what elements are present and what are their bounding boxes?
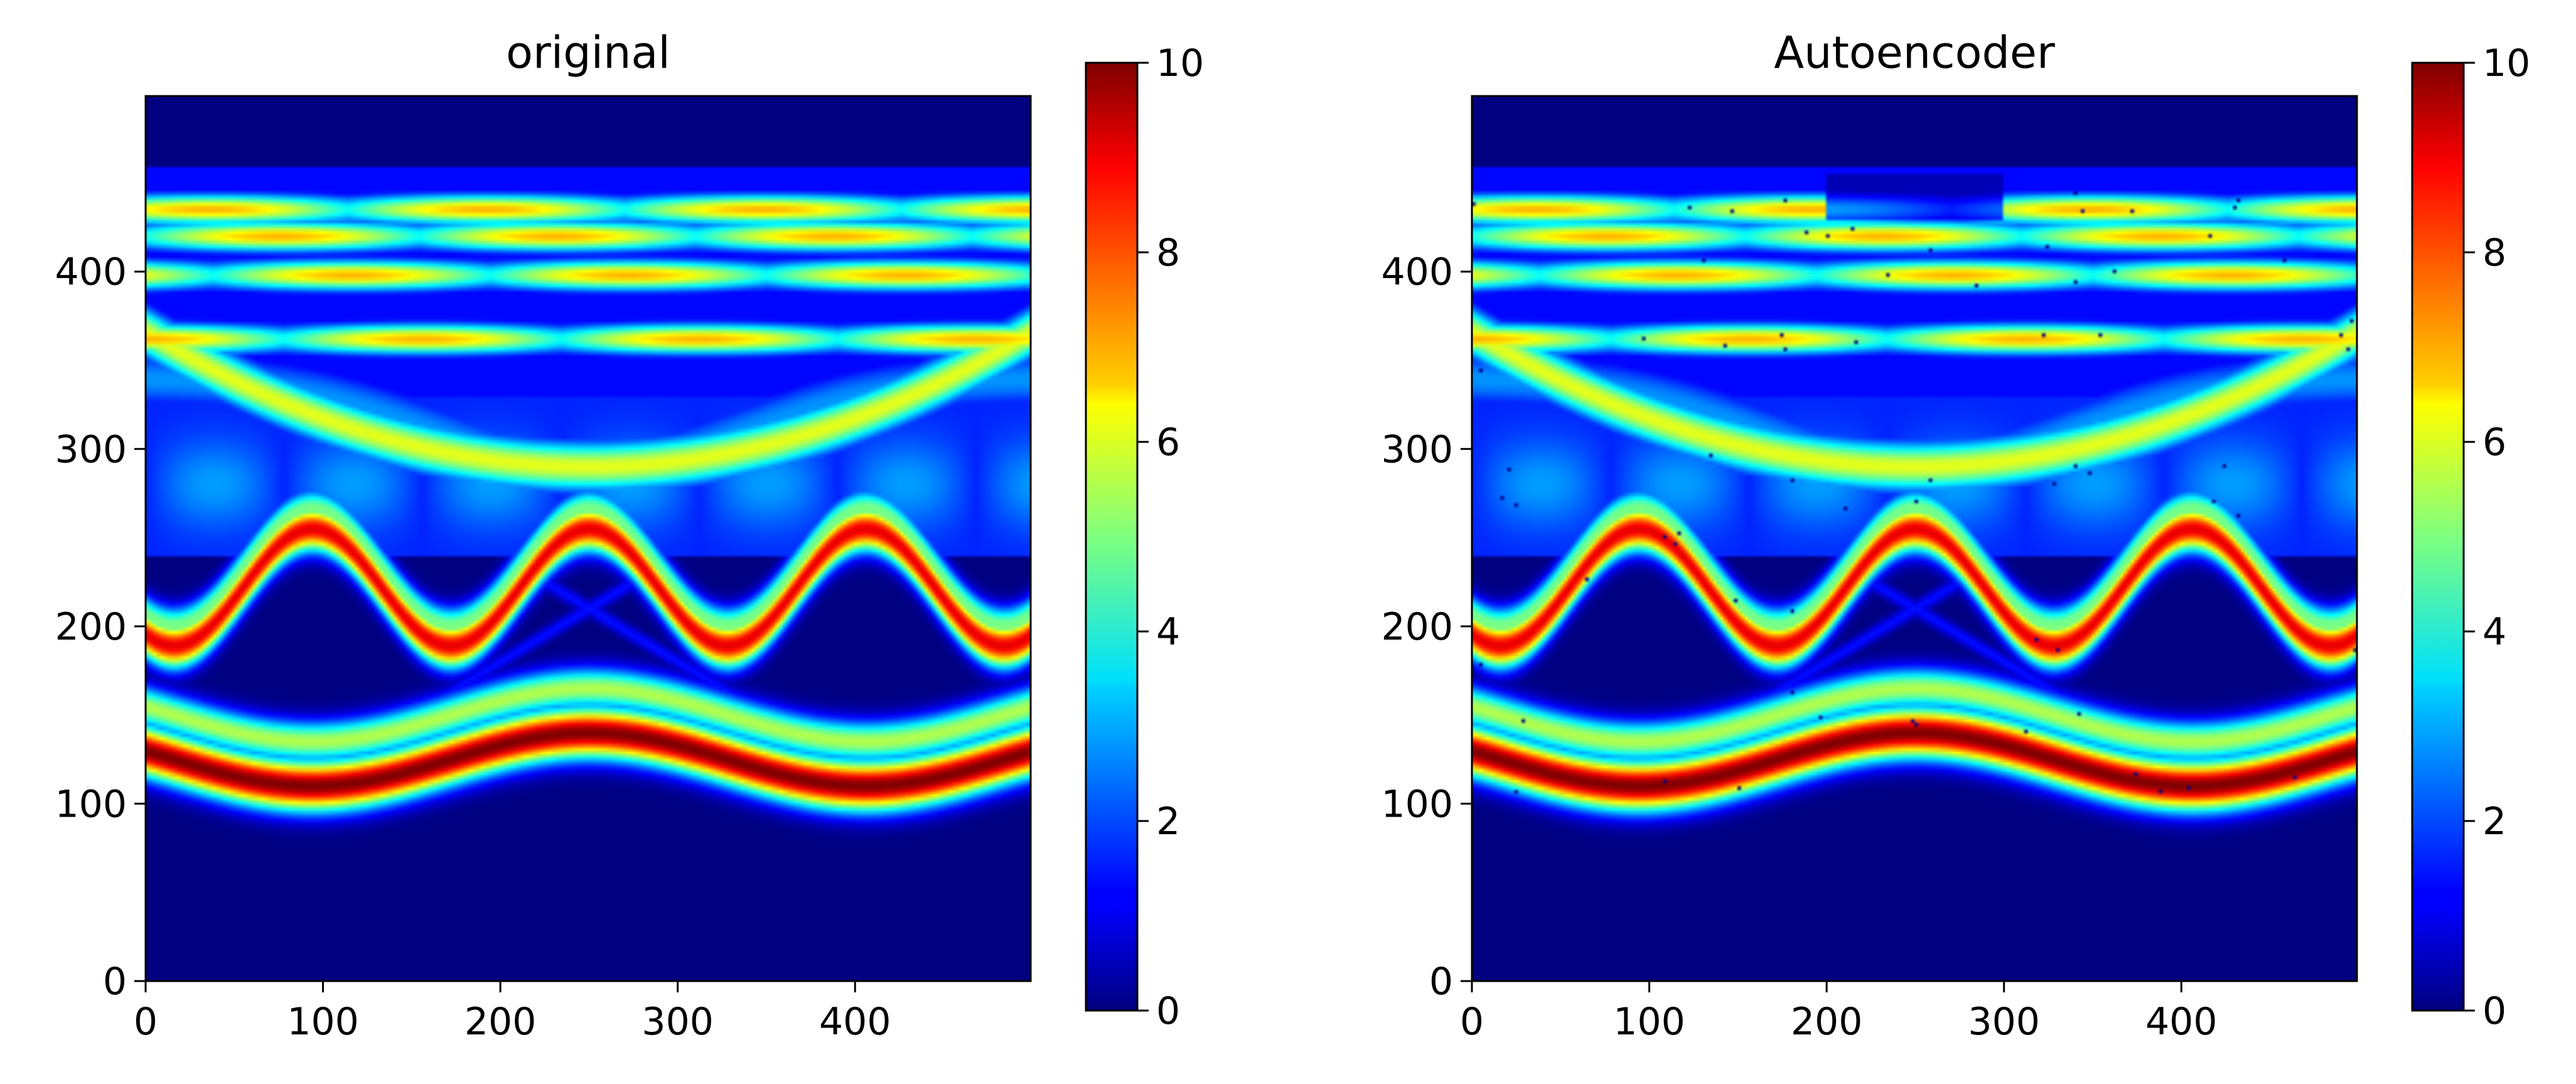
heatmap-image [146,96,1031,981]
colorbar-tick-label: 10 [1156,41,1204,85]
plot-frame [144,95,1032,982]
x-axis: 0 100 200 300 400 [134,981,891,1044]
x-tick-label: 0 [1460,1000,1484,1044]
panel-original: original 0 100 200 300 400 0 100 200 300 400 0 2 4… [55,27,1204,1044]
x-tick-label: 200 [464,1000,537,1044]
colorbar [2411,62,2465,1012]
y-tick-label: 300 [55,427,127,471]
colorbar-tick-label: 8 [1156,231,1180,275]
x-axis: 0 100 200 300 400 [1460,981,2218,1044]
colorbar-tick-label: 6 [2482,421,2506,464]
colorbar-tick-label: 8 [2482,231,2506,275]
y-tick-label: 200 [55,605,127,649]
colorbar-tick-label: 2 [1156,800,1180,844]
x-tick-label: 0 [134,1000,158,1044]
plot-frame [1471,95,2358,982]
x-tick-label: 400 [2145,1000,2218,1044]
x-tick-label: 400 [819,1000,891,1044]
colorbar-tick-label: 0 [2482,989,2506,1033]
y-axis: 0 100 200 300 400 [55,250,146,1004]
y-tick-label: 400 [55,250,127,294]
x-tick-label: 100 [287,1000,359,1044]
colorbar-tick-label: 6 [1156,421,1180,464]
x-tick-label: 100 [1613,1000,1685,1044]
colorbar [1085,62,1139,1012]
y-tick-label: 300 [1381,427,1453,471]
panel-title: original [506,27,670,78]
colorbar-tick-label: 4 [2482,610,2506,654]
panel-title: Autoencoder [1774,27,2055,78]
colorbar-tick-label: 10 [2482,41,2530,85]
colorbar-tick-label: 4 [1156,610,1180,654]
y-tick-label: 200 [1381,605,1453,649]
x-tick-label: 300 [1968,1000,2040,1044]
x-tick-label: 200 [1791,1000,1863,1044]
colorbar-tick-label: 2 [2482,800,2506,844]
x-tick-label: 300 [641,1000,714,1044]
colorbar-tick-label: 0 [1156,989,1180,1033]
colorbar-ticks: 0 2 4 6 8 10 [1137,41,1204,1033]
y-tick-label: 400 [1381,250,1453,294]
heatmap-image [1472,96,2357,981]
y-tick-label: 100 [55,782,127,826]
colorbar-ticks: 0 2 4 6 8 10 [2464,41,2530,1033]
y-tick-label: 0 [1429,960,1453,1004]
y-axis: 0 100 200 300 400 [1381,250,1472,1004]
y-tick-label: 0 [103,960,127,1004]
y-tick-label: 100 [1381,782,1453,826]
panel-autoencoder: Autoencoder 0 100 200 300 400 0100200300400 … [1381,27,2530,1044]
